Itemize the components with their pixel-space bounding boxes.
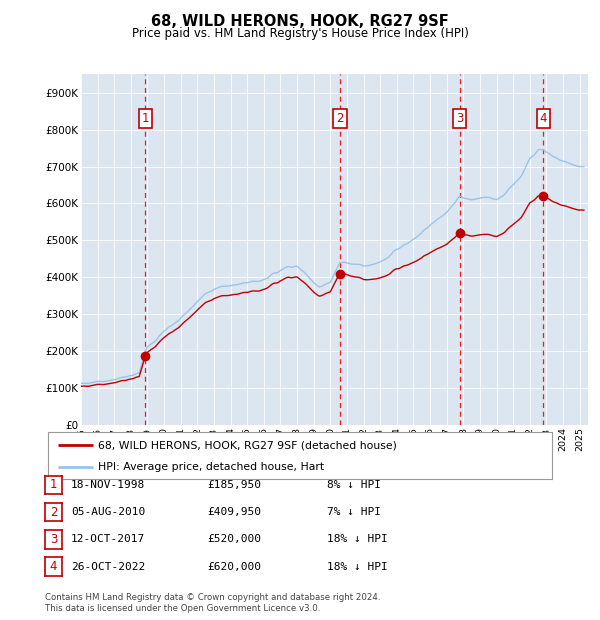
- Text: 18% ↓ HPI: 18% ↓ HPI: [327, 562, 388, 572]
- Text: 4: 4: [50, 560, 57, 573]
- Text: 2: 2: [50, 506, 57, 518]
- Text: 7% ↓ HPI: 7% ↓ HPI: [327, 507, 381, 517]
- Text: £185,950: £185,950: [207, 480, 261, 490]
- Text: 3: 3: [456, 112, 463, 125]
- Text: £409,950: £409,950: [207, 507, 261, 517]
- Text: 12-OCT-2017: 12-OCT-2017: [71, 534, 145, 544]
- Text: 26-OCT-2022: 26-OCT-2022: [71, 562, 145, 572]
- Text: 1: 1: [50, 479, 57, 491]
- Text: 8% ↓ HPI: 8% ↓ HPI: [327, 480, 381, 490]
- Text: Contains HM Land Registry data © Crown copyright and database right 2024.
This d: Contains HM Land Registry data © Crown c…: [45, 593, 380, 613]
- Text: 1: 1: [142, 112, 149, 125]
- Text: 18% ↓ HPI: 18% ↓ HPI: [327, 534, 388, 544]
- Text: 4: 4: [539, 112, 547, 125]
- Text: 18-NOV-1998: 18-NOV-1998: [71, 480, 145, 490]
- Text: £520,000: £520,000: [207, 534, 261, 544]
- Text: Price paid vs. HM Land Registry's House Price Index (HPI): Price paid vs. HM Land Registry's House …: [131, 27, 469, 40]
- Text: 3: 3: [50, 533, 57, 546]
- Text: £620,000: £620,000: [207, 562, 261, 572]
- Text: HPI: Average price, detached house, Hart: HPI: Average price, detached house, Hart: [98, 462, 325, 472]
- Text: 2: 2: [336, 112, 344, 125]
- Text: 05-AUG-2010: 05-AUG-2010: [71, 507, 145, 517]
- Text: 68, WILD HERONS, HOOK, RG27 9SF: 68, WILD HERONS, HOOK, RG27 9SF: [151, 14, 449, 29]
- Text: 68, WILD HERONS, HOOK, RG27 9SF (detached house): 68, WILD HERONS, HOOK, RG27 9SF (detache…: [98, 440, 397, 450]
